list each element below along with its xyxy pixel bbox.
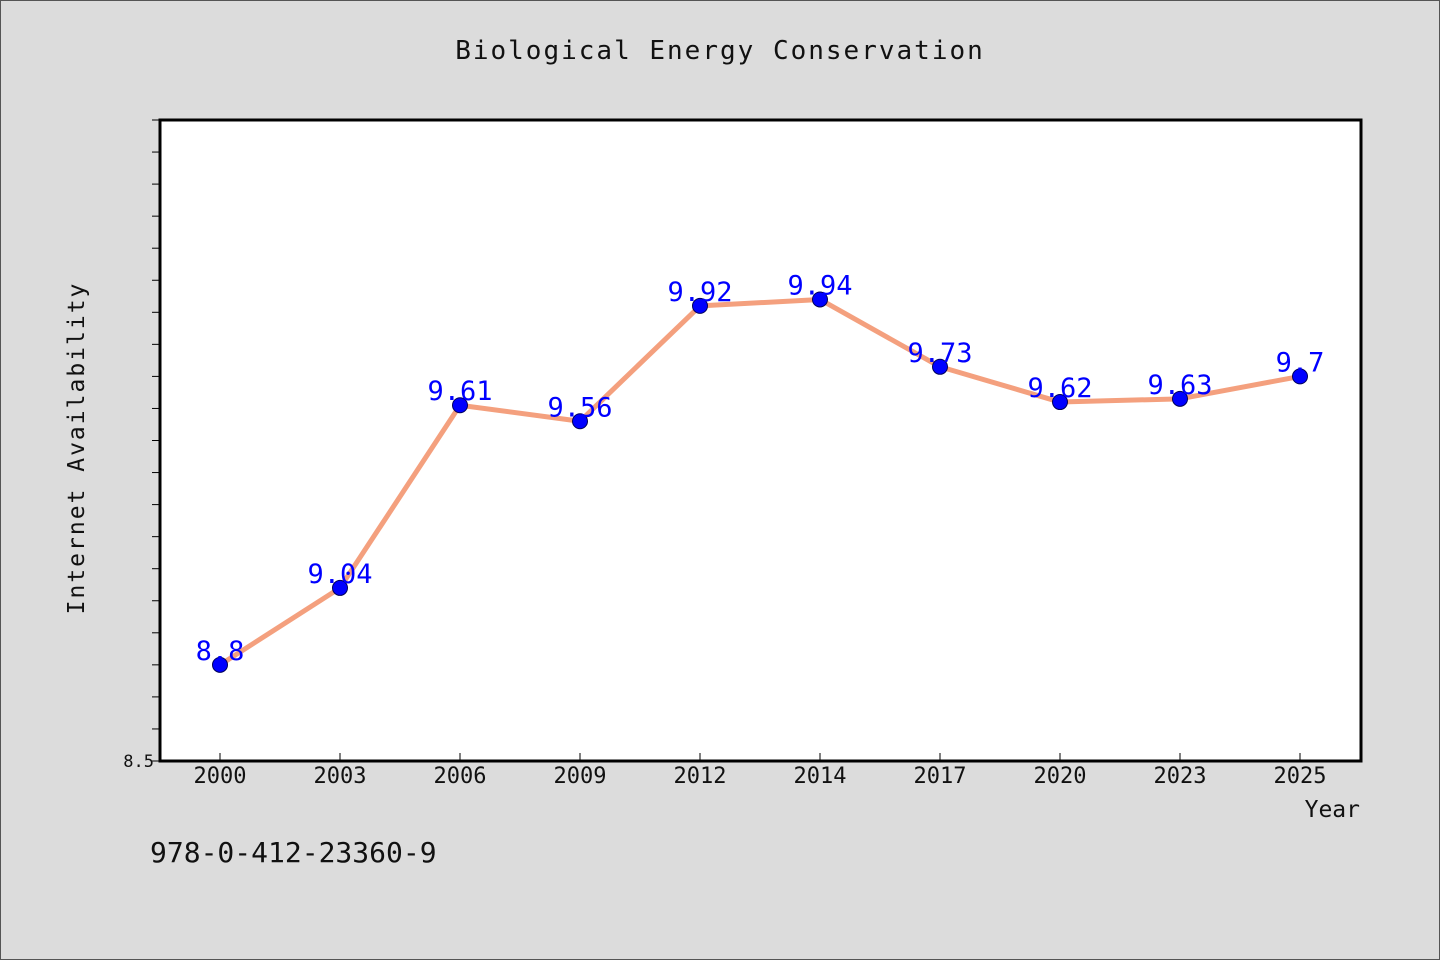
data-label: 8.8: [196, 636, 245, 667]
x-tick-label: 2003: [314, 764, 367, 789]
data-point: [1172, 390, 1188, 407]
chart-title: Biological Energy Conservation: [455, 36, 985, 66]
x-tick-label: 2000: [194, 764, 247, 789]
x-tick-label: 2017: [914, 764, 967, 789]
x-tick-label: 2023: [1154, 764, 1207, 789]
data-label: 9.61: [427, 376, 492, 407]
x-tick-label: 2009: [554, 764, 607, 789]
data-point: [692, 297, 708, 314]
data-point: [1052, 394, 1068, 411]
x-tick-label: 2006: [434, 764, 487, 789]
y-axis-label: Internet Availability: [64, 282, 90, 615]
data-point: [452, 397, 468, 414]
data-label: 9.7: [1276, 347, 1325, 378]
x-tick-label: 2012: [674, 764, 727, 789]
data-label: 9.62: [1027, 373, 1092, 404]
data-label: 9.92: [667, 277, 732, 308]
x-axis-label: Year: [1305, 797, 1360, 823]
footer-code: 978-0-412-23360-9: [150, 836, 437, 869]
data-point: [932, 358, 948, 375]
data-label: 9.63: [1147, 370, 1212, 401]
x-axis-ticks: 2000 2003 2006 2009 2012 2014 2017 2020 2023 2025: [194, 753, 1327, 789]
series-layer: 8.8 9.04 9.61 9.56 9.92 9.94 9.73 9.62 9.63 9.7: [196, 270, 1325, 673]
x-tick-label: 2020: [1034, 764, 1087, 789]
data-point: [1292, 368, 1308, 385]
x-tick-label: 2014: [794, 764, 847, 789]
data-label: 9.73: [907, 338, 972, 369]
data-label: 9.04: [307, 559, 372, 590]
plot-area: [160, 120, 1361, 761]
data-point: [812, 291, 828, 308]
data-label: 9.56: [547, 392, 612, 423]
series-line: [217, 296, 1303, 668]
x-tick-label: 2025: [1274, 764, 1327, 789]
y-tick-label: 8.5: [123, 752, 154, 772]
data-label: 9.94: [787, 270, 852, 301]
plot-border: [158, 118, 1363, 763]
y-axis-ticks: 8.5: [123, 119, 160, 772]
data-point: [572, 413, 588, 430]
data-point: [332, 579, 348, 596]
data-point: [212, 656, 228, 673]
